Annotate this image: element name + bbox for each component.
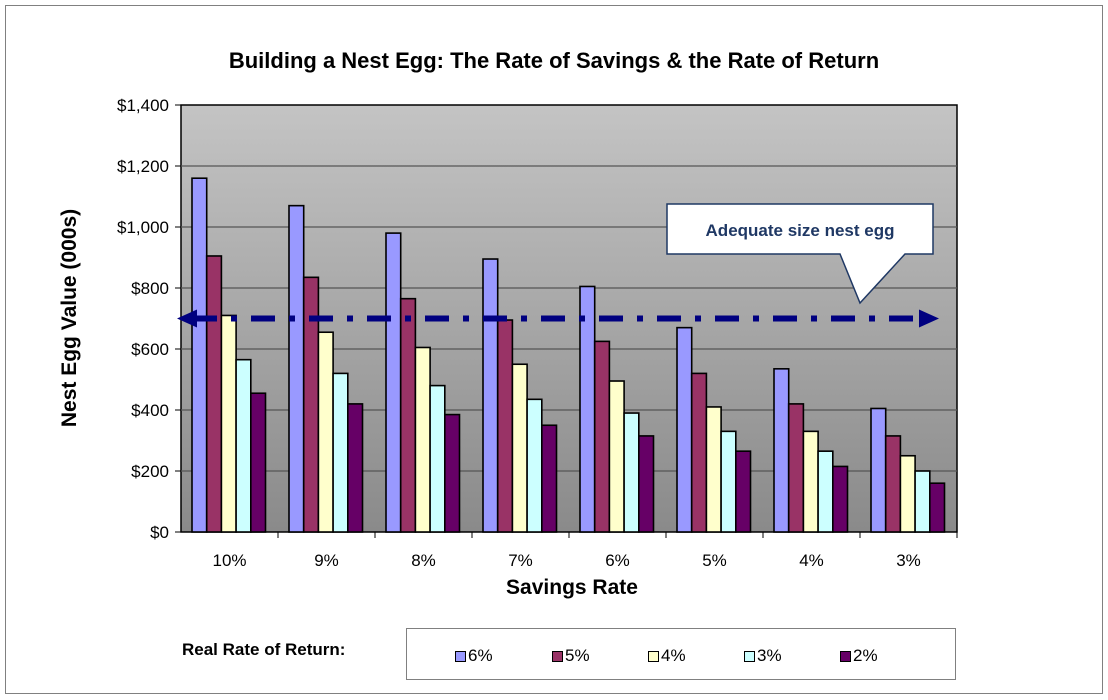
bar-2pct-5pct [734, 450, 752, 533]
bar-6pct-7pct [482, 258, 499, 533]
x-tick-label: 9% [314, 551, 339, 570]
bar-3pct-6pct [623, 412, 640, 533]
bar-2pct-6pct [637, 435, 655, 533]
bar-3pct-3pct [914, 470, 931, 533]
x-tick-label: 7% [508, 551, 533, 570]
legend-swatch [648, 650, 659, 662]
bar-3pct-7pct [526, 398, 543, 533]
arrow-right-icon [919, 309, 939, 328]
legend-item: 4% [648, 646, 686, 666]
bar-5pct-7pct [496, 319, 514, 533]
bar-5pct-4pct [787, 403, 805, 533]
legend-item: 5% [552, 646, 590, 666]
legend-swatch [552, 650, 563, 662]
legend-item-label: 4% [661, 646, 686, 665]
bar-5pct-8pct [399, 297, 417, 533]
callout-text: Adequate size nest egg [706, 221, 895, 240]
callout-box [666, 203, 934, 305]
legend-item-label: 5% [565, 646, 590, 665]
bar-5pct-5pct [690, 372, 708, 533]
legend-swatch [840, 650, 851, 662]
bar-4pct-10pct [220, 314, 237, 533]
bar-3pct-9pct [332, 372, 349, 533]
bar-6pct-6pct [579, 285, 596, 533]
y-tick-label: $1,400 [117, 96, 169, 115]
x-tick-label: 5% [702, 551, 727, 570]
bar-5pct-10pct [205, 255, 223, 533]
legend: 6% 5% 4% 3% 2% [406, 628, 956, 680]
y-tick-label: $400 [131, 401, 169, 420]
y-tick-label: $1,000 [117, 218, 169, 237]
x-tick-label: 10% [212, 551, 246, 570]
bar-2pct-9pct [346, 403, 364, 533]
bar-2pct-4pct [831, 465, 849, 533]
x-tick-label: 4% [799, 551, 824, 570]
bar-2pct-10pct [250, 392, 267, 533]
bar-6pct-3pct [870, 407, 887, 533]
y-tick-label: $800 [131, 279, 169, 298]
bar-4pct-3pct [899, 454, 916, 533]
x-tick-label: 6% [605, 551, 630, 570]
bar-5pct-3pct [884, 435, 902, 533]
legend-swatch [744, 650, 755, 662]
legend-swatch [455, 650, 466, 662]
bar-5pct-6pct [593, 340, 611, 533]
bar-4pct-7pct [511, 363, 528, 533]
bar-2pct-7pct [540, 424, 558, 533]
legend-item-label: 6% [468, 646, 493, 665]
bar-4pct-6pct [608, 380, 625, 533]
x-axis-label: Savings Rate [506, 576, 638, 599]
chart-title: Building a Nest Egg: The Rate of Savings… [228, 48, 880, 73]
bar-3pct-8pct [429, 384, 446, 533]
bar-4pct-5pct [705, 406, 722, 533]
bar-2pct-3pct [928, 482, 946, 533]
y-tick-label: $600 [131, 340, 169, 359]
bar-4pct-8pct [414, 346, 431, 533]
legend-item: 3% [744, 646, 782, 666]
bar-4pct-9pct [317, 331, 334, 533]
bar-6pct-8pct [385, 232, 402, 533]
y-tick-label: $0 [150, 523, 169, 542]
arrow-left-icon [177, 309, 197, 328]
legend-item: 2% [840, 646, 878, 666]
bar-3pct-4pct [817, 450, 834, 533]
y-tick-label: $1,200 [117, 157, 169, 176]
bar-2pct-8pct [443, 413, 461, 533]
bar-6pct-10pct [191, 177, 208, 533]
legend-item-label: 3% [757, 646, 782, 665]
bar-6pct-5pct [676, 326, 693, 533]
x-tick-label: 3% [896, 551, 921, 570]
bar-6pct-4pct [773, 368, 790, 533]
legend-title: Real Rate of Return: [182, 640, 346, 659]
y-tick-label: $200 [131, 462, 169, 481]
bar-4pct-4pct [802, 430, 819, 533]
bar-3pct-10pct [235, 358, 252, 533]
legend-item-label: 2% [853, 646, 878, 665]
bar-3pct-5pct [720, 430, 737, 533]
x-tick-label: 8% [411, 551, 436, 570]
legend-item: 6% [455, 646, 493, 666]
y-axis-label: Nest Egg Value (000s) [58, 209, 81, 427]
bar-6pct-9pct [288, 204, 305, 533]
